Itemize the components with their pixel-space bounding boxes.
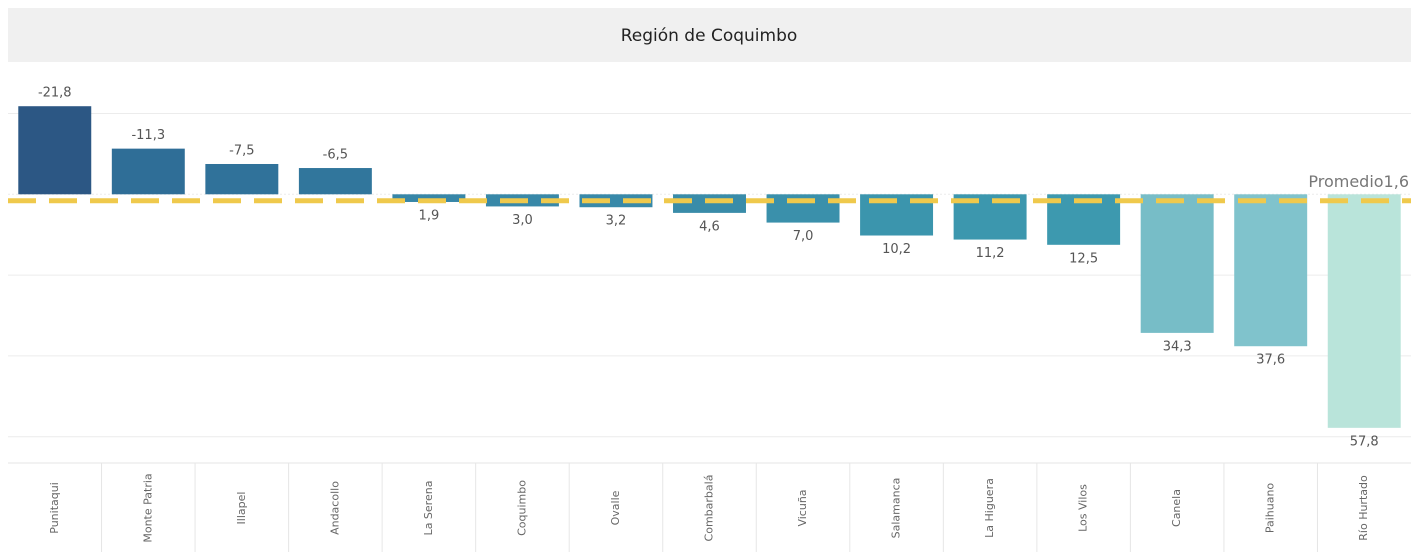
title-bar [8,8,1411,62]
bar [673,194,746,213]
bar [18,106,92,195]
reference-name: Promedio [1308,171,1383,190]
value-label: 12,5 [1069,251,1098,266]
bar [298,168,372,195]
x-tick-label: Ovalle [609,490,622,525]
value-label: -7,5 [229,143,254,158]
x-tick-label: Río Hurtado [1357,475,1370,541]
x-tick-label: Los Vilos [1077,484,1090,532]
bar [111,148,185,195]
value-label: 3,2 [606,214,627,229]
x-tick-label: La Higuera [983,478,996,538]
x-tick-label: Vicuña [796,489,809,526]
value-label: -6,5 [323,148,348,163]
value-label: 10,2 [882,242,911,257]
value-label: 34,3 [1163,339,1192,354]
x-tick-label: Salamanca [890,478,903,539]
x-tick-label: Paihuano [1264,483,1277,534]
chart-title: Región de Coquimbo [621,26,798,46]
value-label: 57,8 [1350,434,1379,449]
value-label: 4,6 [699,219,720,234]
bar [1234,194,1308,347]
x-tick-label: La Serena [422,481,435,536]
bar [579,194,653,208]
value-label: 7,0 [793,229,814,244]
bar [392,194,466,202]
reference-label: Promedio1,6 [1308,171,1409,190]
x-tick-label: Canela [1170,489,1183,527]
x-tick-label: Monte Patria [141,473,154,542]
x-tick-label: Coquimbo [515,480,528,536]
value-label: 3,0 [512,213,533,228]
value-label: -11,3 [131,128,165,143]
value-label: 37,6 [1256,353,1285,368]
bar [1140,194,1214,333]
x-tick-label: Combarbalá [703,475,716,542]
value-label: 1,9 [419,208,440,223]
reference-value: 1,6 [1384,171,1409,190]
x-tick-label: Illapel [235,492,248,525]
x-tick-label: Andacollo [328,481,341,535]
bar [1327,194,1401,428]
value-label: 11,2 [976,246,1005,261]
x-tick-label: Punitaqui [48,482,61,534]
value-label: -21,8 [38,86,72,101]
bar [205,163,279,195]
